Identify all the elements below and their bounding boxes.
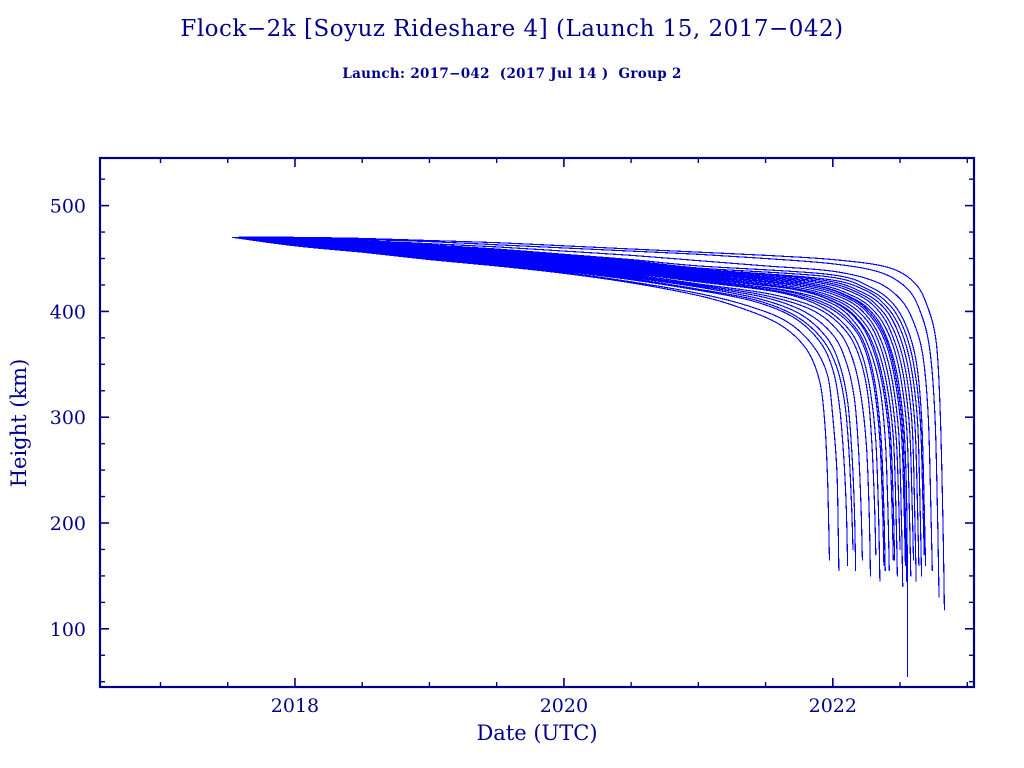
y-tick-label: 200 bbox=[50, 513, 86, 535]
x-tick-label: 2018 bbox=[271, 695, 319, 717]
decay-trace bbox=[231, 236, 885, 566]
decay-trace bbox=[231, 236, 945, 611]
y-tick-label: 500 bbox=[50, 196, 86, 218]
x-tick-label: 2020 bbox=[540, 695, 588, 717]
decay-trace bbox=[231, 236, 863, 561]
decay-trace bbox=[231, 236, 917, 582]
y-axis-tick-labels: 100 200 300 400 500 bbox=[50, 196, 86, 641]
decay-trace bbox=[231, 236, 881, 582]
decay-trace bbox=[231, 236, 933, 572]
x-tick-label: 2022 bbox=[809, 695, 857, 717]
y-tick-label: 100 bbox=[50, 619, 86, 641]
decay-trace bbox=[231, 236, 840, 572]
y-axis-label: Height (km) bbox=[7, 359, 31, 488]
chart-title: Flock−2k [Soyuz Rideshare 4] (Launch 15,… bbox=[180, 16, 844, 42]
y-tick-label: 300 bbox=[50, 407, 86, 429]
decay-trace bbox=[231, 236, 896, 561]
x-axis-label: Date (UTC) bbox=[476, 721, 597, 745]
y-axis-ticks bbox=[100, 178, 974, 683]
chart-subtitle: Launch: 2017−042 (2017 Jul 14 ) Group 2 bbox=[342, 66, 682, 82]
decay-trace bbox=[231, 236, 927, 566]
y-tick-label: 400 bbox=[50, 301, 86, 323]
decay-trace bbox=[231, 236, 923, 577]
decay-trace bbox=[231, 236, 877, 556]
decay-trace bbox=[231, 236, 854, 551]
x-axis-ticks bbox=[159, 158, 968, 687]
decay-trace bbox=[231, 236, 920, 566]
decay-trace bbox=[231, 236, 898, 577]
decay-trace-group bbox=[231, 236, 945, 677]
axis-frame bbox=[98, 156, 976, 689]
decay-trace bbox=[231, 236, 908, 582]
decay-trace bbox=[231, 236, 940, 598]
x-axis-tick-labels: 2018 2020 2022 bbox=[271, 695, 857, 717]
decay-trace bbox=[231, 236, 915, 561]
